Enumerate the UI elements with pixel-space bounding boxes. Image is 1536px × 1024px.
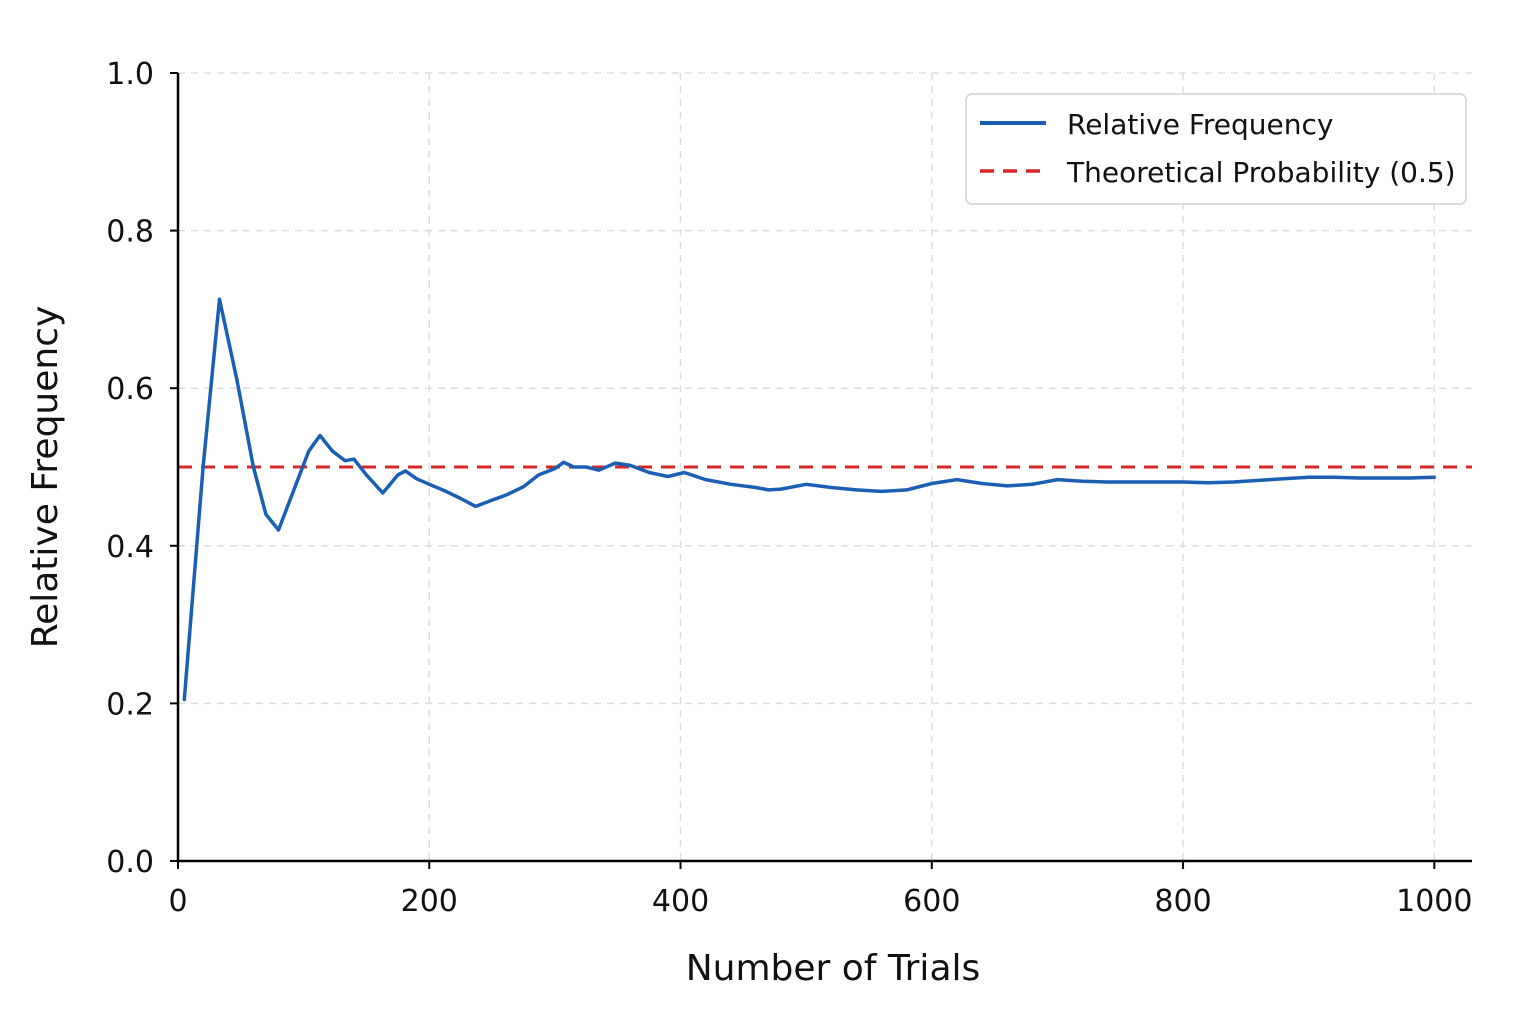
y-axis-title: Relative Frequency [25, 306, 66, 649]
relative-frequency-line [182, 297, 1437, 702]
y-tick-label: 0.4 [106, 530, 154, 565]
y-tick-label: 0.6 [106, 372, 154, 407]
y-tick-label: 0.2 [106, 687, 154, 722]
legend-label-theoretical-probability: Theoretical Probability (0.5) [1066, 156, 1456, 189]
series-layer [178, 297, 1472, 702]
legend-box [965, 93, 1467, 205]
y-tick-label: 0.8 [106, 215, 154, 250]
legend: Relative Frequency Theoretical Probabili… [965, 93, 1467, 205]
x-tick-label: 200 [401, 884, 458, 919]
x-axis-title: Number of Trials [686, 948, 981, 989]
x-tick-label: 800 [1154, 884, 1211, 919]
legend-label-relative-frequency: Relative Frequency [1067, 108, 1333, 141]
x-tick-label: 1000 [1396, 884, 1472, 919]
x-tick-label: 600 [903, 884, 960, 919]
y-tick-label: 1.0 [106, 57, 154, 92]
y-tick-label: 0.0 [106, 845, 154, 880]
axes [176, 73, 1472, 863]
x-tick-label: 0 [168, 884, 187, 919]
x-tick-label: 400 [652, 884, 709, 919]
tick-marks: 0.0 0.2 0.4 0.6 0.8 1.0 0 200 400 600 800 1000 [106, 57, 1472, 919]
